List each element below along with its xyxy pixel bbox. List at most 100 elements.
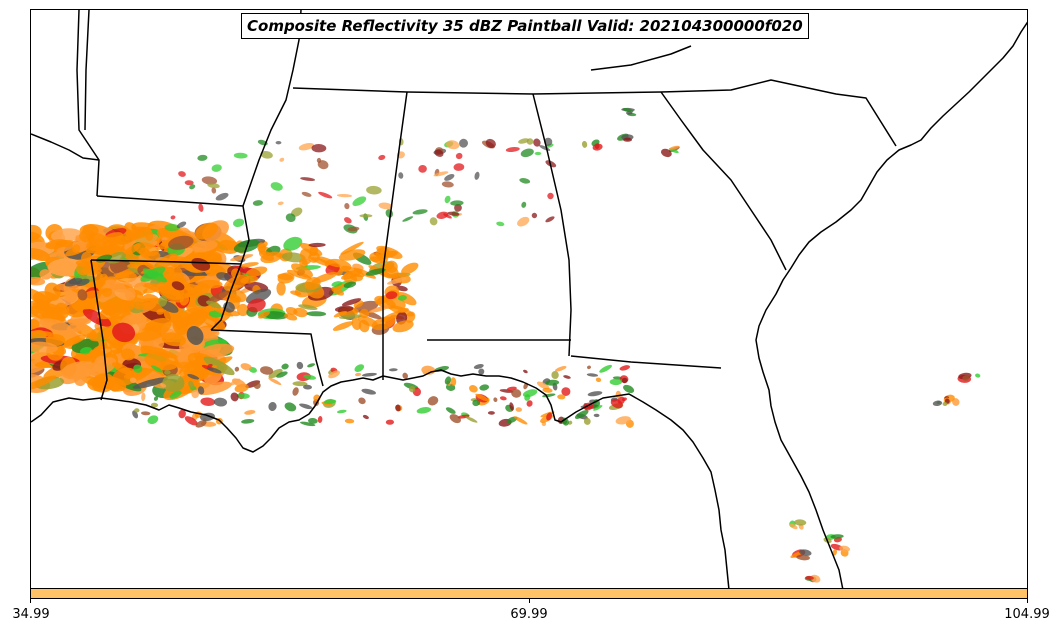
reflectivity-blob [446,140,460,150]
reflectivity-blob [39,269,52,280]
reflectivity-blob [434,149,444,157]
reflectivity-blob [223,274,250,291]
reflectivity-blob [129,302,147,310]
reflectivity-blob [31,248,51,261]
reflectivity-blob [536,381,550,390]
reflectivity-blob [102,296,123,309]
reflectivity-blob [162,374,185,393]
reflectivity-blob [832,549,838,556]
map-canvas [31,10,1027,588]
reflectivity-blob [405,311,416,323]
colorbar-tick-label-2: 104.99 [1004,607,1050,622]
reflectivity-blob [303,374,317,380]
reflectivity-blob [436,211,449,219]
reflectivity-blob [523,369,528,374]
reflectivity-blob [211,187,217,194]
reflectivity-blob [270,182,283,191]
map-panel [30,9,1028,589]
reflectivity-blob [317,160,329,170]
reflectivity-blob [124,243,141,255]
reflectivity-blob [526,400,533,407]
reflectivity-blob [105,279,127,293]
reflectivity-blob [91,373,116,393]
reflectivity-blob [485,138,496,148]
reflectivity-blob [31,341,58,354]
reflectivity-blob [378,154,386,161]
reflectivity-blob [350,273,363,282]
reflectivity-blob [359,308,370,319]
missouri-border [84,10,90,131]
reflectivity-blob [257,242,267,253]
reflectivity-blob [124,287,136,301]
reflectivity-blob [44,282,61,301]
reflectivity-blob [199,343,235,358]
reflectivity-blob [316,256,341,268]
tennessee-south-border [292,87,662,95]
reflectivity-blob [408,386,416,393]
reflectivity-blob [285,213,296,223]
reflectivity-blob [519,178,531,184]
reflectivity-blob [316,157,322,163]
reflectivity-blob [794,519,807,526]
reflectivity-blob [81,251,92,265]
reflectivity-blob [279,157,285,162]
reflectivity-blob [68,318,92,326]
reflectivity-blob [323,399,337,404]
reflectivity-blob [358,397,366,405]
reflectivity-blob [796,554,810,561]
reflectivity-blob [31,375,57,391]
reflectivity-blob [137,317,172,342]
reflectivity-blob [284,402,297,412]
reflectivity-blob [474,171,480,180]
reflectivity-blob [343,281,357,288]
reflectivity-blob [198,203,204,212]
reflectivity-blob [554,366,567,372]
reflectivity-blob [206,300,222,309]
reflectivity-blob [189,184,196,190]
reflectivity-blob [230,378,241,386]
reflectivity-blob [281,363,289,370]
reflectivity-blob [195,222,218,240]
reflectivity-blob [355,372,362,377]
reflectivity-blob [275,141,282,145]
reflectivity-blob [592,399,601,409]
reflectivity-blob [192,252,205,259]
reflectivity-blob [236,392,250,399]
reflectivity-blob [183,369,209,383]
oklahoma-arkansas-line [76,10,100,197]
colorbar-tick-right [1027,599,1028,603]
reflectivity-blob [72,244,81,254]
reflectivity-blob [216,272,231,281]
reflectivity-blob [839,545,851,552]
colorbar-tick-middle [529,599,530,603]
reflectivity-blob [623,384,635,393]
reflectivity-blob [595,377,602,383]
reflectivity-blob [157,227,169,238]
reflectivity-blob [622,397,627,402]
colorbar-tick-label-1: 69.99 [510,607,548,622]
reflectivity-blob [444,195,451,204]
reflectivity-blob [331,281,343,287]
reflectivity-blob [531,212,538,219]
reflectivity-blob [236,303,249,317]
reflectivity-blob [197,381,232,396]
reflectivity-blob [112,322,136,343]
reflectivity-blob [184,416,198,426]
reflectivity-blob [385,291,398,300]
reflectivity-blob [609,378,623,386]
reflectivity-blob [153,396,159,401]
reflectivity-blob [86,239,107,252]
reflectivity-blob [542,387,553,393]
reflectivity-blob [479,384,490,391]
reflectivity-blob [542,393,556,398]
reflectivity-blob [127,263,139,269]
alabama-georgia-border [532,93,572,357]
reflectivity-blob [626,111,633,115]
boundary-layer [31,10,1027,588]
reflectivity-blob [351,317,362,331]
reflectivity-blob [197,154,208,161]
reflectivity-blob [301,191,312,197]
reflectivity-blob [291,263,313,278]
reflectivity-blob [388,368,398,372]
reflectivity-blob [402,216,414,222]
